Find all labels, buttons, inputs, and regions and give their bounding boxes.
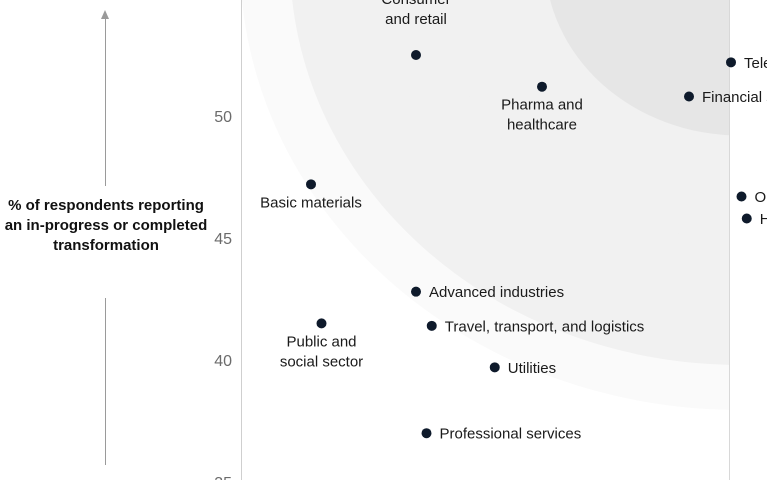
data-label: and retail — [385, 11, 447, 28]
data-label: Public and — [286, 333, 356, 350]
data-label: Utilities — [508, 360, 556, 377]
data-label: Consumer — [381, 0, 450, 8]
data-label: Basic materials — [260, 194, 362, 211]
data-label: social sector — [280, 353, 363, 370]
data-point-group: Pharma and healthcare — [501, 81, 583, 134]
y-tick-label: 50 — [214, 109, 232, 126]
data-point-group: Advanced industries — [411, 284, 564, 301]
y-tick-label: 35 — [214, 475, 232, 480]
data-label: healthcare — [507, 117, 577, 134]
background-bands — [241, 0, 729, 480]
data-label: Professional services — [440, 426, 582, 443]
data-point-group: Basic materials — [260, 179, 362, 211]
data-point — [736, 191, 747, 202]
data-point-group: Travel, transport, and logistics — [426, 318, 645, 335]
y-axis-label: % of respondents reporting an in-progres… — [4, 197, 208, 254]
data-label: Advanced industries — [429, 284, 564, 301]
data-point-group: Public and social sector — [280, 318, 363, 370]
data-point — [306, 179, 316, 190]
arrow-up-icon — [101, 10, 109, 19]
y-tick-label: 45 — [214, 231, 232, 248]
data-point — [316, 318, 327, 329]
data-point — [411, 286, 421, 297]
data-point — [726, 57, 736, 68]
data-point — [684, 91, 694, 102]
data-point — [426, 320, 437, 331]
data-point-group: Telecom — [726, 55, 767, 72]
data-label: Telecom — [744, 55, 767, 72]
data-label: Oil and gas — [755, 189, 767, 206]
data-point-group: Financial services — [684, 89, 767, 106]
data-label: Travel, transport, and logistics — [445, 318, 645, 335]
y-tick-label: 40 — [214, 353, 232, 370]
data-point — [411, 50, 421, 60]
data-point-group: High tech — [741, 211, 767, 228]
data-point-group: Consumer and retail — [381, 0, 451, 60]
data-label: Pharma and — [501, 97, 583, 114]
y-axis-arrow-lower — [105, 298, 106, 465]
data-point-group: Utilities — [489, 360, 556, 377]
data-point — [421, 428, 432, 439]
data-point-group: Professional services — [421, 426, 582, 443]
background-band — [550, 0, 729, 136]
data-point — [489, 362, 500, 373]
data-point-group: Oil and gas — [736, 189, 767, 206]
y-axis-arrow-upper — [105, 18, 106, 186]
data-point — [741, 213, 752, 224]
data-label: High tech — [760, 211, 767, 228]
data-point — [537, 81, 547, 92]
data-label: Financial services — [702, 89, 767, 106]
